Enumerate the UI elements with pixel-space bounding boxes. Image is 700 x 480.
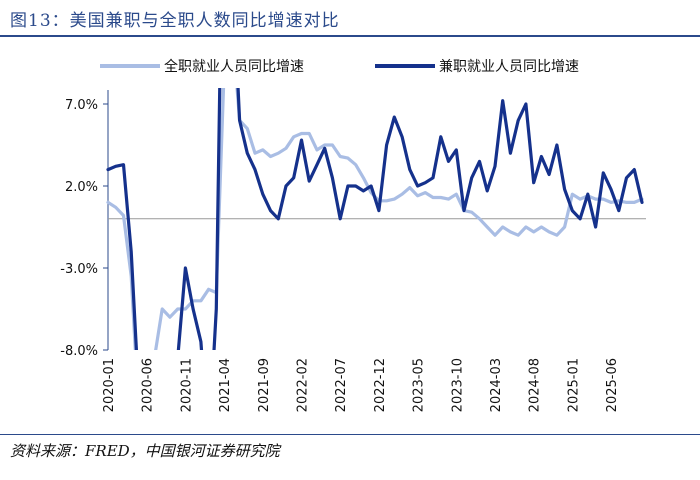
x-tick-label: 2021-04 [218,358,233,412]
x-tick-label: 2022-02 [295,358,310,412]
x-tick-label: 2020-06 [141,358,156,412]
footer-divider [0,434,700,435]
x-tick-label: 2025-06 [605,358,620,412]
x-tick-label: 2024-03 [489,358,504,412]
y-tick-label: -8.0% [60,344,98,359]
y-tick-label: 2.0% [65,180,98,195]
x-tick-label: 2022-07 [334,358,349,412]
legend-label-part-time: 兼职就业人员同比增速 [439,59,579,75]
x-tick-label: 2023-10 [450,358,465,412]
x-tick-label: 2020-01 [102,358,117,412]
series-line-part-time [106,88,644,350]
legend: 全职就业人员同比增速 兼职就业人员同比增速 [100,58,579,75]
x-tick-label: 2020-11 [179,358,194,412]
axes: -8.0% -3.0% 2.0% 7.0% 2020-01 2020-06 2020-11 2… [60,90,646,412]
source-note: 资料来源：FRED，中国银河证券研究院 [10,442,280,460]
x-tick-label: 2022-12 [373,358,388,412]
x-tick-label: 2025-01 [566,358,581,412]
x-tick-label: 2023-05 [412,358,427,412]
chart-title: 图13：美国兼职与全职人数同比增速对比 [10,11,340,31]
x-tick-label: 2024-08 [528,358,543,412]
plot-area [106,88,644,350]
y-tick-label: 7.0% [65,98,98,113]
title-divider [0,35,700,37]
legend-label-full-time: 全职就业人员同比增速 [164,58,304,75]
y-tick-label: -3.0% [60,262,98,277]
x-tick-label: 2021-09 [257,358,272,412]
